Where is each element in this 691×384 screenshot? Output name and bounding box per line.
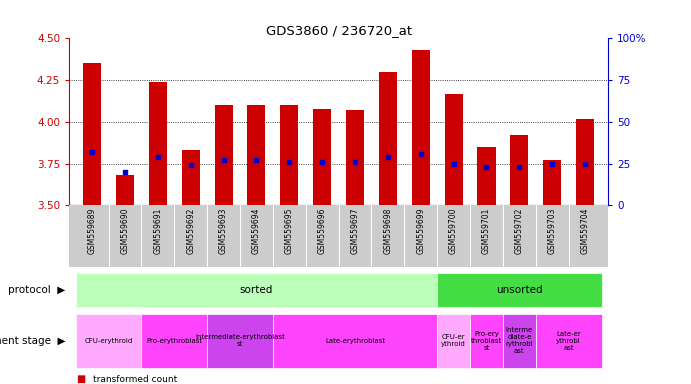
Text: GSM559690: GSM559690 <box>120 207 129 254</box>
Bar <box>313 109 331 205</box>
Text: Late-erythroblast: Late-erythroblast <box>325 338 385 344</box>
Text: Pro-ery
throblast
st: Pro-ery throblast st <box>471 331 502 351</box>
Text: CFU-erythroid: CFU-erythroid <box>84 338 133 344</box>
Bar <box>76 273 437 307</box>
Bar <box>83 63 101 205</box>
Text: Pro-erythroblast: Pro-erythroblast <box>146 338 202 344</box>
Title: GDS3860 / 236720_at: GDS3860 / 236720_at <box>265 24 412 37</box>
Text: GSM559689: GSM559689 <box>88 207 97 254</box>
Text: Intermediate-erythroblast
st: Intermediate-erythroblast st <box>195 334 285 347</box>
Bar <box>543 161 561 205</box>
Bar <box>149 82 167 205</box>
Bar <box>536 314 601 367</box>
Bar <box>207 314 273 367</box>
Text: GSM559691: GSM559691 <box>153 207 162 254</box>
Text: GSM559696: GSM559696 <box>318 207 327 254</box>
Text: GSM559692: GSM559692 <box>186 207 195 254</box>
Text: unsorted: unsorted <box>496 285 542 295</box>
Text: GSM559702: GSM559702 <box>515 207 524 254</box>
Text: sorted: sorted <box>240 285 273 295</box>
Text: transformed count: transformed count <box>93 375 178 384</box>
Text: GSM559694: GSM559694 <box>252 207 261 254</box>
Text: GSM559693: GSM559693 <box>219 207 228 254</box>
Text: Interme
diate-e
rythrobl
ast: Interme diate-e rythrobl ast <box>506 327 533 354</box>
Text: Late-er
ythrobl
ast: Late-er ythrobl ast <box>556 331 581 351</box>
Bar <box>182 150 200 205</box>
Text: protocol  ▶: protocol ▶ <box>8 285 66 295</box>
Text: development stage  ▶: development stage ▶ <box>0 336 66 346</box>
Bar <box>412 50 430 205</box>
Bar <box>437 314 470 367</box>
Text: GSM559699: GSM559699 <box>416 207 425 254</box>
Bar <box>444 94 463 205</box>
Bar <box>273 314 437 367</box>
Text: ■: ■ <box>76 374 85 384</box>
Bar <box>503 314 536 367</box>
Text: GSM559701: GSM559701 <box>482 207 491 254</box>
Bar <box>76 314 142 367</box>
Bar <box>247 105 265 205</box>
Bar <box>281 105 299 205</box>
Bar <box>576 119 594 205</box>
Text: GSM559695: GSM559695 <box>285 207 294 254</box>
Bar <box>142 314 207 367</box>
Text: GSM559700: GSM559700 <box>449 207 458 254</box>
Text: GSM559697: GSM559697 <box>350 207 359 254</box>
Bar <box>346 110 364 205</box>
Text: GSM559704: GSM559704 <box>580 207 589 254</box>
Text: GSM559703: GSM559703 <box>548 207 557 254</box>
Bar <box>214 105 233 205</box>
Bar <box>379 72 397 205</box>
Bar <box>116 175 134 205</box>
Text: GSM559698: GSM559698 <box>384 207 392 254</box>
Text: CFU-er
ythroid: CFU-er ythroid <box>442 334 466 347</box>
Bar <box>511 135 529 205</box>
Bar <box>470 314 503 367</box>
Bar <box>477 147 495 205</box>
Bar <box>437 273 601 307</box>
